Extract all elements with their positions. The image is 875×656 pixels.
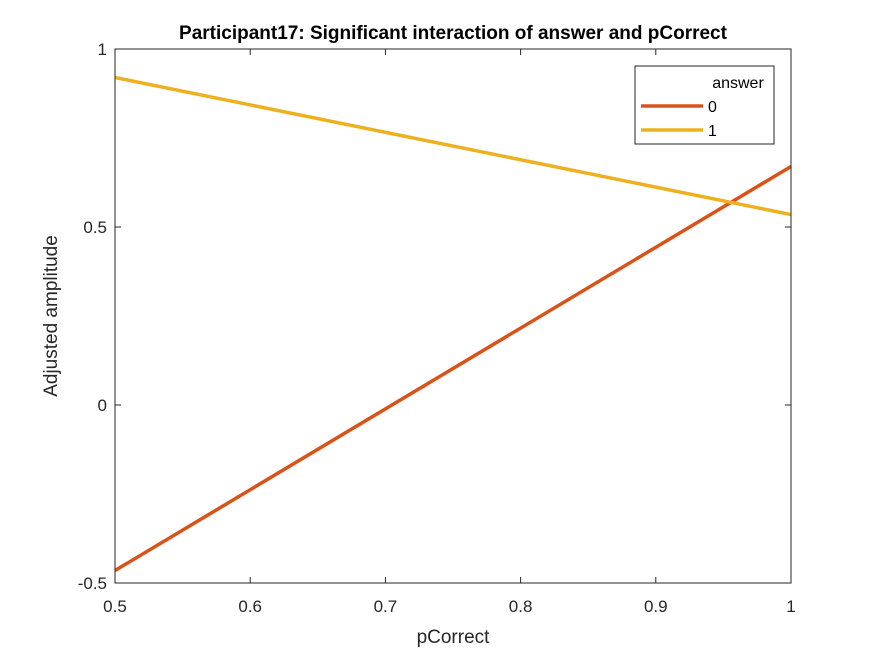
legend-label-0: 0 xyxy=(708,99,717,116)
x-axis: 0.5 0.6 0.7 0.8 0.9 1 xyxy=(103,49,796,616)
y-tick-label: 0.5 xyxy=(83,218,107,237)
y-tick-label: 0 xyxy=(98,396,107,415)
x-tick-label: 1 xyxy=(786,597,795,616)
series-layer xyxy=(114,75,792,573)
y-tick-label: 1 xyxy=(98,40,107,59)
plot-frame xyxy=(114,48,792,584)
legend: answer 01 xyxy=(634,65,775,145)
x-tick-label: 0.9 xyxy=(644,597,668,616)
x-axis-label: pCorrect xyxy=(417,627,491,648)
y-axis: -0.5 0 0.5 1 xyxy=(78,40,791,593)
x-tick-label: 0.6 xyxy=(238,597,262,616)
legend-title: answer xyxy=(712,75,764,92)
y-tick-label: -0.5 xyxy=(78,574,107,593)
series-line-0 xyxy=(114,164,792,573)
x-tick-label: 0.5 xyxy=(103,597,127,616)
x-tick-label: 0.8 xyxy=(509,597,533,616)
legend-label-1: 1 xyxy=(708,123,717,140)
y-axis-label: Adjusted amplitude xyxy=(41,235,62,397)
legend-entries: 01 xyxy=(641,99,717,140)
chart-title: Participant17: Significant interaction o… xyxy=(179,23,728,44)
x-tick-label: 0.7 xyxy=(374,597,398,616)
series-line-1 xyxy=(114,75,792,217)
